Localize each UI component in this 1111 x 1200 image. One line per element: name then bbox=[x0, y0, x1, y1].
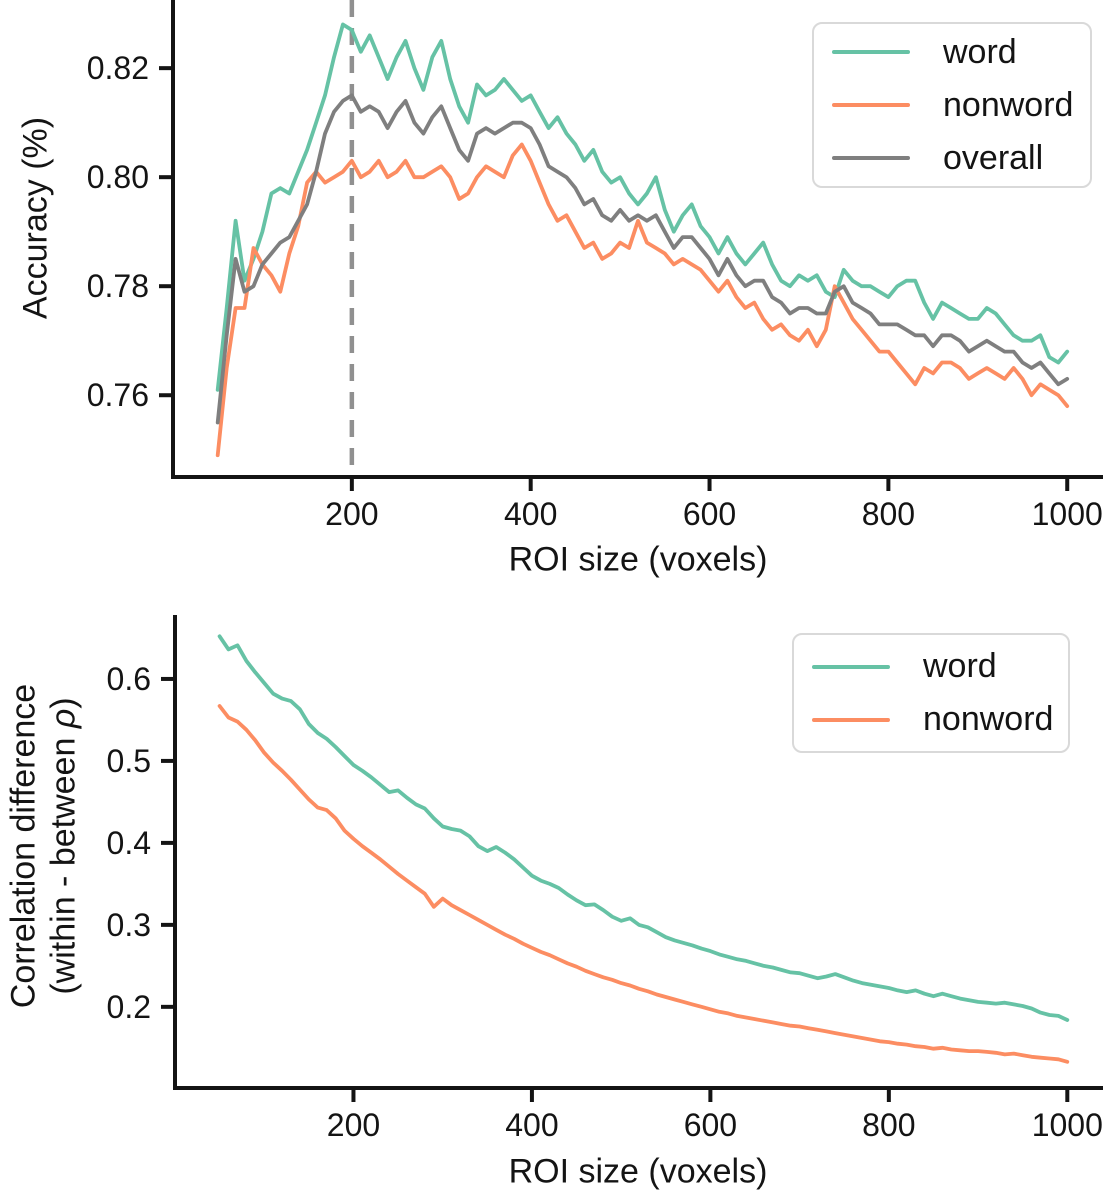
word-line bbox=[215, 22, 1070, 392]
nonword-legend-line bbox=[812, 717, 890, 722]
nonword-line bbox=[215, 142, 1070, 458]
word-line bbox=[217, 634, 1070, 1022]
correlation-chart-legend: word nonword bbox=[792, 633, 1070, 753]
x-tick-label: 800 bbox=[862, 1107, 915, 1143]
x-tick-label: 200 bbox=[327, 1107, 380, 1143]
correlation-y-axis-label-line1: Correlation difference bbox=[4, 683, 43, 1009]
y-tick-label: 0.2 bbox=[107, 989, 151, 1025]
legend-item-overall: overall bbox=[814, 132, 1090, 185]
y-tick-label: 0.6 bbox=[107, 661, 151, 697]
accuracy-y-axis-label: Accuracy (%) bbox=[16, 116, 55, 320]
nonword-line bbox=[217, 704, 1070, 1064]
correlation-y-axis-label-line2-suffix: ) bbox=[44, 697, 83, 709]
legend-item-word: word bbox=[814, 26, 1090, 79]
rho-symbol: ρ bbox=[44, 708, 83, 729]
x-tick-label: 200 bbox=[325, 496, 378, 532]
legend-item-nonword: nonword bbox=[814, 79, 1090, 132]
y-tick-label: 0.80 bbox=[87, 159, 149, 195]
y-tick-label: 0.4 bbox=[107, 825, 151, 861]
x-tick-label: 1000 bbox=[1032, 496, 1103, 532]
axes-spines bbox=[173, 615, 1103, 1090]
x-tick-label: 400 bbox=[504, 496, 557, 532]
legend-label: nonword bbox=[923, 700, 1054, 738]
overall-legend-line bbox=[832, 156, 910, 160]
legend-label: nonword bbox=[943, 85, 1074, 124]
y-tick-label: 0.78 bbox=[87, 268, 149, 304]
nonword-legend-line bbox=[832, 103, 910, 107]
legend-item-nonword: nonword bbox=[794, 693, 1068, 746]
accuracy-chart: 200 400 600 800 1000 0.76 0.78 0.80 0.82 bbox=[87, 0, 1103, 532]
x-tick-label: 400 bbox=[505, 1107, 558, 1143]
legend-label: overall bbox=[943, 138, 1044, 177]
correlation-chart: 200 400 600 800 1000 0.2 0.3 0.4 0.5 0.6 bbox=[107, 615, 1103, 1143]
legend-label: word bbox=[943, 32, 1017, 71]
y-tick-label: 0.5 bbox=[107, 743, 151, 779]
y-tick-label: 0.3 bbox=[107, 907, 151, 943]
x-tick-label: 1000 bbox=[1032, 1107, 1103, 1143]
y-tick-label: 0.82 bbox=[87, 50, 149, 86]
x-tick-label: 600 bbox=[683, 496, 736, 532]
accuracy-chart-legend: word nonword overall bbox=[812, 22, 1092, 188]
overall-line bbox=[215, 93, 1070, 425]
correlation-y-axis-label-line2: (within - between ρ) bbox=[45, 697, 84, 994]
legend-label: word bbox=[923, 647, 997, 685]
axes-spines bbox=[171, 0, 1103, 479]
correlation-y-axis-label-line2-prefix: (within - between bbox=[44, 728, 83, 995]
legend-item-word: word bbox=[794, 640, 1068, 693]
word-legend-line bbox=[832, 50, 910, 54]
x-tick-label: 600 bbox=[684, 1107, 737, 1143]
word-legend-line bbox=[812, 664, 890, 669]
correlation-x-axis-label: ROI size (voxels) bbox=[508, 1152, 768, 1191]
accuracy-x-axis-label: ROI size (voxels) bbox=[508, 540, 768, 579]
y-tick-label: 0.76 bbox=[87, 377, 149, 413]
x-tick-label: 800 bbox=[862, 496, 915, 532]
